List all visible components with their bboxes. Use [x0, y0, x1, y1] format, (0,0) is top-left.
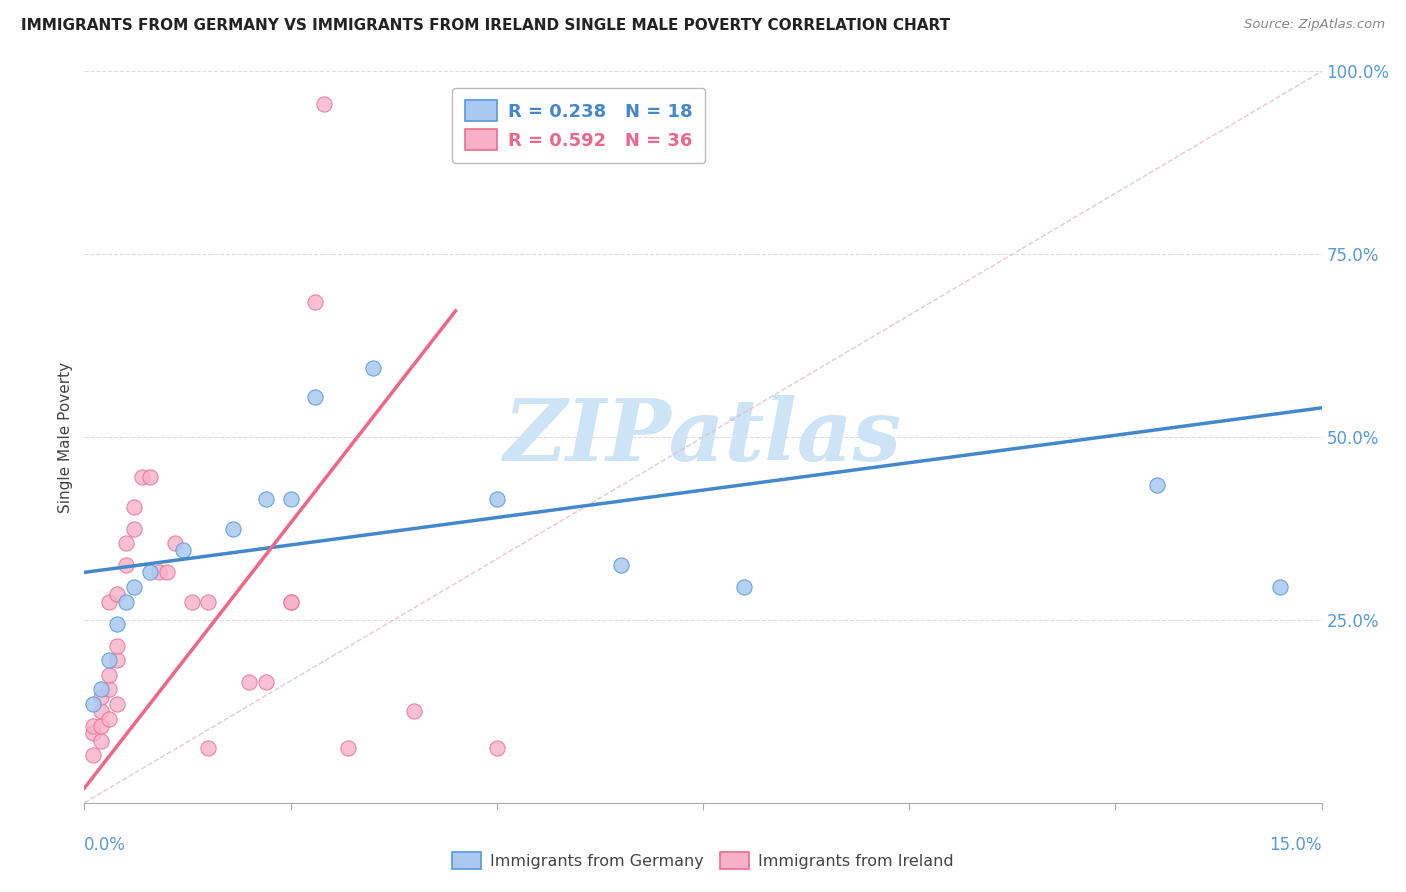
Point: [105, 653, 128, 667]
Text: ZIPatlas: ZIPatlas: [503, 395, 903, 479]
Legend: R = 0.238   N = 18, R = 0.592   N = 36: R = 0.238 N = 18, R = 0.592 N = 36: [453, 87, 706, 163]
Point: [148, 566, 170, 580]
Point: [105, 697, 128, 711]
Point: [304, 390, 326, 404]
Point: [105, 616, 128, 631]
Point: [139, 470, 162, 484]
Point: [139, 566, 162, 580]
Point: [197, 740, 219, 755]
Point: [122, 580, 145, 594]
Text: 0.0%: 0.0%: [84, 836, 127, 854]
Point: [131, 470, 153, 484]
Point: [254, 492, 277, 507]
Point: [90, 705, 112, 719]
Point: [90, 733, 112, 747]
Point: [1146, 477, 1168, 491]
Point: [280, 492, 302, 507]
Point: [98, 653, 121, 667]
Text: IMMIGRANTS FROM GERMANY VS IMMIGRANTS FROM IRELAND SINGLE MALE POVERTY CORRELATI: IMMIGRANTS FROM GERMANY VS IMMIGRANTS FR…: [21, 18, 950, 33]
Point: [733, 580, 755, 594]
Legend: Immigrants from Germany, Immigrants from Ireland: Immigrants from Germany, Immigrants from…: [446, 846, 960, 875]
Point: [404, 705, 426, 719]
Y-axis label: Single Male Poverty: Single Male Poverty: [58, 361, 73, 513]
Point: [172, 543, 194, 558]
Point: [222, 521, 245, 535]
Point: [165, 536, 187, 550]
Point: [122, 521, 145, 535]
Point: [122, 500, 145, 514]
Point: [82, 719, 104, 733]
Text: Source: ZipAtlas.com: Source: ZipAtlas.com: [1244, 18, 1385, 31]
Point: [280, 594, 302, 608]
Point: [98, 712, 121, 726]
Point: [485, 492, 508, 507]
Point: [609, 558, 631, 573]
Point: [98, 682, 121, 697]
Point: [90, 682, 112, 697]
Point: [280, 594, 302, 608]
Point: [82, 748, 104, 763]
Point: [197, 594, 219, 608]
Point: [1270, 580, 1292, 594]
Point: [82, 697, 104, 711]
Point: [114, 558, 136, 573]
Point: [82, 726, 104, 740]
Point: [105, 639, 128, 653]
Point: [105, 587, 128, 601]
Point: [485, 740, 508, 755]
Point: [361, 360, 384, 375]
Point: [304, 294, 326, 309]
Point: [90, 690, 112, 704]
Point: [238, 675, 260, 690]
Point: [114, 594, 136, 608]
Point: [312, 97, 335, 112]
Point: [180, 594, 202, 608]
Point: [254, 675, 277, 690]
Text: 15.0%: 15.0%: [1270, 836, 1322, 854]
Point: [156, 566, 179, 580]
Point: [98, 667, 121, 681]
Point: [90, 719, 112, 733]
Point: [337, 740, 360, 755]
Point: [98, 594, 121, 608]
Point: [114, 536, 136, 550]
